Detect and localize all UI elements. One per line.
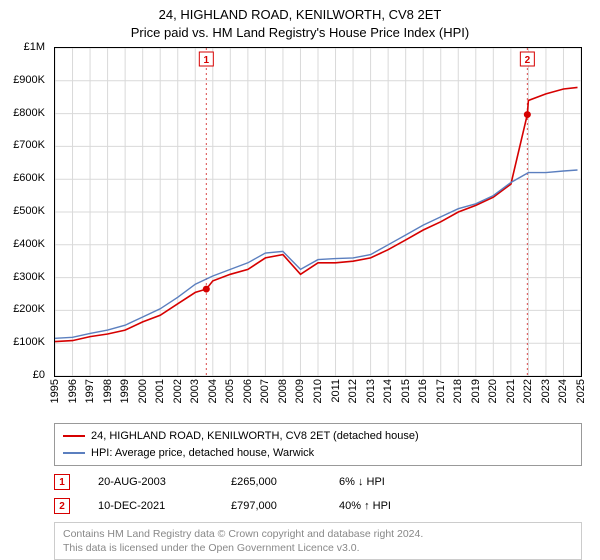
x-axis-label: 2008 (277, 379, 289, 403)
x-axis-label: 1998 (102, 379, 114, 403)
svg-text:2: 2 (525, 55, 531, 66)
tx1-hpi: 6% ↓ HPI (339, 476, 385, 488)
title-line-1: 24, HIGHLAND ROAD, KENILWORTH, CV8 2ET (10, 6, 590, 24)
x-axis-label: 2012 (347, 379, 359, 403)
y-axis-label: £800K (13, 107, 45, 119)
below-chart: 24, HIGHLAND ROAD, KENILWORTH, CV8 2ET (… (54, 423, 582, 560)
y-axis-label: £100K (13, 336, 45, 348)
x-axis-label: 2018 (452, 379, 464, 403)
chart-title: 24, HIGHLAND ROAD, KENILWORTH, CV8 2ET P… (10, 6, 590, 41)
x-axis-label: 2001 (154, 379, 166, 403)
y-axis-label: £600K (13, 172, 45, 184)
y-axis-label: £700K (13, 139, 45, 151)
y-axis-label: £300K (13, 271, 45, 283)
x-axis-label: 2022 (522, 379, 534, 403)
x-axis-label: 2002 (172, 379, 184, 403)
x-axis-label: 2021 (505, 379, 517, 403)
chart-area: 12 £0£100K£200K£300K£400K£500K£600K£700K… (10, 47, 585, 417)
y-axis-label: £900K (13, 74, 45, 86)
marker-badge-2: 2 (54, 498, 70, 514)
footer-line-2: This data is licensed under the Open Gov… (63, 541, 573, 555)
x-axis-label: 2007 (259, 379, 271, 403)
svg-text:1: 1 (204, 55, 210, 66)
tx2-price: £797,000 (231, 500, 311, 512)
x-axis-label: 2006 (242, 379, 254, 403)
footer-line-1: Contains HM Land Registry data © Crown c… (63, 527, 573, 541)
x-axis-label: 2009 (294, 379, 306, 403)
x-axis-label: 2017 (435, 379, 447, 403)
y-axis-label: £1M (24, 41, 45, 53)
y-axis-label: £400K (13, 238, 45, 250)
legend-item-2: HPI: Average price, detached house, Warw… (63, 445, 573, 462)
x-axis-label: 1999 (119, 379, 131, 403)
legend-label-2: HPI: Average price, detached house, Warw… (91, 445, 314, 462)
x-axis-label: 2024 (557, 379, 569, 403)
x-axis-label: 1996 (67, 379, 79, 403)
legend-swatch-1 (63, 435, 85, 437)
x-axis-label: 2000 (137, 379, 149, 403)
x-axis-label: 2011 (330, 379, 342, 403)
marker-badge-1: 1 (54, 474, 70, 490)
tx1-price: £265,000 (231, 476, 311, 488)
plot-region: 12 (54, 47, 582, 377)
x-axis-label: 2004 (207, 379, 219, 403)
legend-item-1: 24, HIGHLAND ROAD, KENILWORTH, CV8 2ET (… (63, 428, 573, 445)
tx1-date: 20-AUG-2003 (98, 476, 203, 488)
x-axis-label: 2013 (365, 379, 377, 403)
x-axis-label: 2023 (540, 379, 552, 403)
x-axis-label: 2016 (417, 379, 429, 403)
title-line-2: Price paid vs. HM Land Registry's House … (10, 24, 590, 42)
x-axis-label: 2010 (312, 379, 324, 403)
x-axis-label: 2020 (487, 379, 499, 403)
legend-label-1: 24, HIGHLAND ROAD, KENILWORTH, CV8 2ET (… (91, 428, 419, 445)
x-axis-label: 2003 (189, 379, 201, 403)
tx2-hpi: 40% ↑ HPI (339, 500, 391, 512)
x-axis-label: 2014 (382, 379, 394, 403)
x-axis-label: 2015 (400, 379, 412, 403)
x-axis-label: 1997 (84, 379, 96, 403)
footer-attribution: Contains HM Land Registry data © Crown c… (54, 522, 582, 560)
transaction-row-2: 2 10-DEC-2021 £797,000 40% ↑ HPI (54, 498, 582, 514)
y-axis-label: £500K (13, 205, 45, 217)
legend: 24, HIGHLAND ROAD, KENILWORTH, CV8 2ET (… (54, 423, 582, 466)
x-axis-label: 1995 (49, 379, 61, 403)
y-axis-label: £200K (13, 303, 45, 315)
transaction-row-1: 1 20-AUG-2003 £265,000 6% ↓ HPI (54, 474, 582, 490)
legend-swatch-2 (63, 452, 85, 454)
x-axis-label: 2019 (470, 379, 482, 403)
y-axis-label: £0 (33, 369, 45, 381)
x-axis-label: 2025 (575, 379, 587, 403)
x-axis-label: 2005 (224, 379, 236, 403)
tx2-date: 10-DEC-2021 (98, 500, 203, 512)
